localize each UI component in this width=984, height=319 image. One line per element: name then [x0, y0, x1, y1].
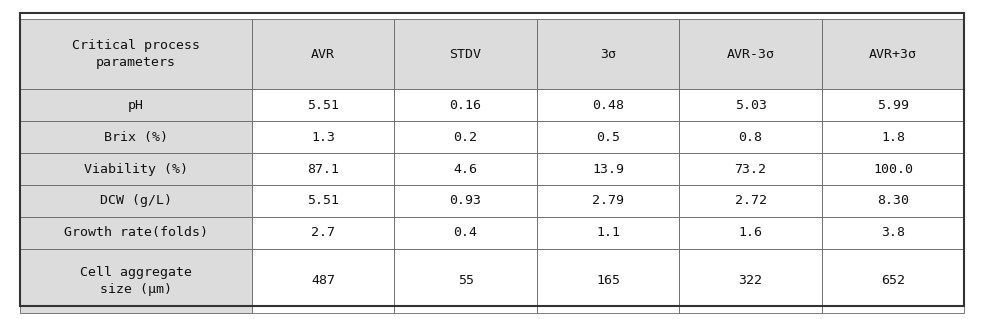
Text: 13.9: 13.9 [592, 163, 624, 175]
Bar [822, 89, 964, 121]
Bar [822, 249, 964, 313]
Bar [537, 89, 679, 121]
Text: 1.6: 1.6 [739, 226, 763, 239]
Bar [395, 185, 537, 217]
Bar [537, 185, 679, 217]
Bar [537, 121, 679, 153]
Text: 0.93: 0.93 [450, 195, 481, 207]
Bar [20, 19, 252, 89]
Text: 165: 165 [596, 274, 620, 287]
Text: 1.1: 1.1 [596, 226, 620, 239]
Bar [252, 153, 395, 185]
Bar [252, 249, 395, 313]
Text: 3σ: 3σ [600, 48, 616, 61]
Text: 55: 55 [458, 274, 473, 287]
Bar [20, 153, 252, 185]
Text: Viability (%): Viability (%) [84, 163, 188, 175]
Text: STDV: STDV [450, 48, 481, 61]
Text: 322: 322 [739, 274, 763, 287]
Bar [252, 89, 395, 121]
Text: 8.30: 8.30 [877, 195, 909, 207]
Text: 1.8: 1.8 [881, 131, 905, 144]
Text: Critical process
parameters: Critical process parameters [72, 39, 200, 69]
Bar [395, 121, 537, 153]
Text: 0.5: 0.5 [596, 131, 620, 144]
Bar [679, 185, 822, 217]
Bar [537, 249, 679, 313]
Bar [537, 217, 679, 249]
Bar [679, 153, 822, 185]
Text: pH: pH [128, 99, 144, 112]
Text: 100.0: 100.0 [873, 163, 913, 175]
Text: 0.4: 0.4 [454, 226, 477, 239]
Bar [252, 19, 395, 89]
Text: 652: 652 [881, 274, 905, 287]
Bar [252, 121, 395, 153]
Bar [252, 185, 395, 217]
Bar [20, 185, 252, 217]
Text: 2.7: 2.7 [311, 226, 336, 239]
Bar [395, 89, 537, 121]
Bar [679, 121, 822, 153]
Bar [537, 153, 679, 185]
Text: 0.8: 0.8 [739, 131, 763, 144]
Bar [395, 153, 537, 185]
Text: 0.48: 0.48 [592, 99, 624, 112]
Bar [679, 19, 822, 89]
Text: 0.2: 0.2 [454, 131, 477, 144]
Text: 5.51: 5.51 [307, 195, 339, 207]
Text: AVR+3σ: AVR+3σ [869, 48, 917, 61]
Bar [20, 121, 252, 153]
Bar [395, 217, 537, 249]
Bar [822, 121, 964, 153]
Bar [537, 19, 679, 89]
Text: Brix (%): Brix (%) [103, 131, 168, 144]
Bar [395, 19, 537, 89]
Bar [20, 217, 252, 249]
Text: Cell aggregate
size (μm): Cell aggregate size (μm) [80, 266, 192, 296]
Bar [20, 89, 252, 121]
Bar [395, 249, 537, 313]
Bar [20, 249, 252, 313]
Text: 487: 487 [311, 274, 336, 287]
Text: 73.2: 73.2 [735, 163, 767, 175]
Text: 87.1: 87.1 [307, 163, 339, 175]
Text: 1.3: 1.3 [311, 131, 336, 144]
Text: 3.8: 3.8 [881, 226, 905, 239]
Text: 2.79: 2.79 [592, 195, 624, 207]
Bar [679, 249, 822, 313]
Text: 5.51: 5.51 [307, 99, 339, 112]
Bar [679, 217, 822, 249]
Text: AVR-3σ: AVR-3σ [726, 48, 774, 61]
Bar [822, 217, 964, 249]
Bar [822, 153, 964, 185]
Bar [679, 89, 822, 121]
Text: Growth rate(folds): Growth rate(folds) [64, 226, 208, 239]
Text: 4.6: 4.6 [454, 163, 477, 175]
Text: AVR: AVR [311, 48, 336, 61]
Bar [822, 19, 964, 89]
Text: 5.99: 5.99 [877, 99, 909, 112]
Text: 5.03: 5.03 [735, 99, 767, 112]
Text: 2.72: 2.72 [735, 195, 767, 207]
Bar [822, 185, 964, 217]
Text: DCW (g/L): DCW (g/L) [99, 195, 172, 207]
Bar [252, 217, 395, 249]
Text: 0.16: 0.16 [450, 99, 481, 112]
